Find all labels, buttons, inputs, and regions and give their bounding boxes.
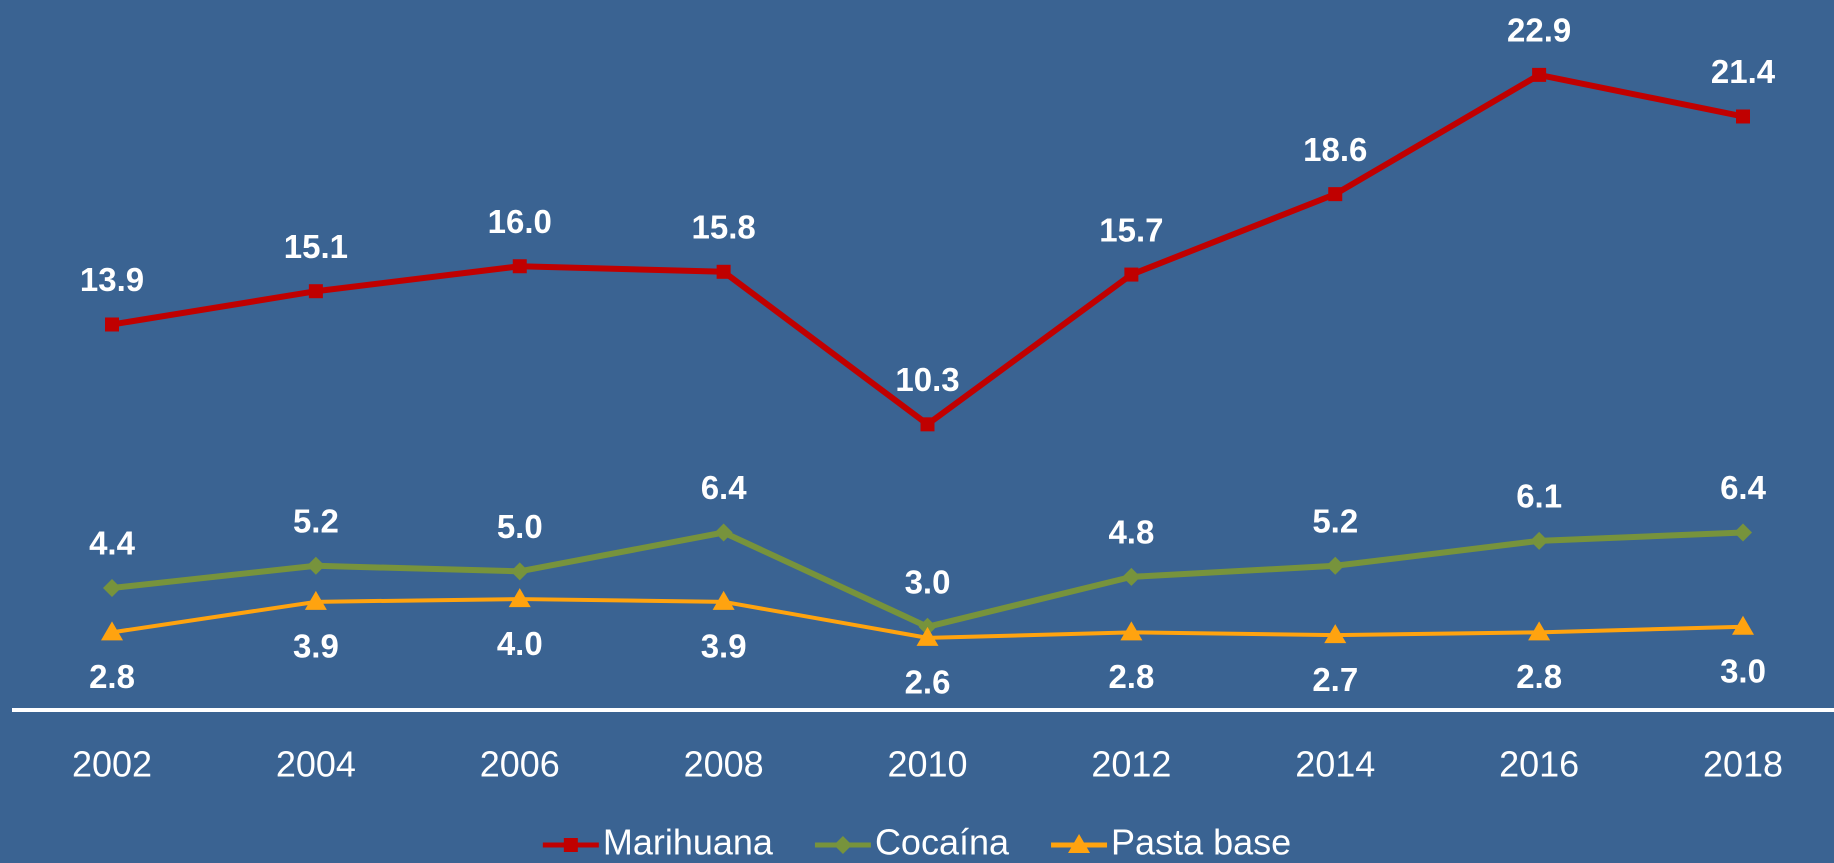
value-label: 15.1 [284,228,348,265]
x-tick-label: 2002 [72,744,152,785]
value-label: 4.8 [1108,514,1154,551]
marker [1120,621,1143,641]
value-label: 5.0 [497,508,543,545]
value-label: 2.8 [1516,658,1562,695]
value-label: 6.1 [1516,478,1562,515]
value-label: 2.8 [1108,658,1154,695]
marker [105,317,119,332]
value-label: 15.7 [1099,211,1163,248]
marker [1734,523,1752,542]
value-label: 6.4 [1720,469,1767,506]
marker [306,556,325,575]
x-tick-label: 2006 [480,744,560,785]
legend-label: Cocaína [875,822,1010,863]
x-tick-label: 2010 [887,744,967,785]
marker [716,264,731,279]
marker [510,562,529,581]
marker [308,284,323,299]
marker [712,590,735,610]
legend-marker [1068,834,1091,853]
marker [918,617,937,636]
value-label: 10.3 [895,361,959,398]
marker [1326,556,1345,575]
marker [1528,621,1551,641]
marker [508,588,531,608]
legend-marker [833,836,852,854]
value-label: 5.2 [1312,503,1358,540]
marker [916,626,939,646]
value-label: 3.9 [293,628,339,665]
marker [103,578,121,597]
x-tick-label: 2014 [1295,744,1375,785]
marker [1736,109,1750,124]
marker [1530,531,1549,550]
value-label: 6.4 [701,469,748,506]
legend-item: Pasta base [1051,822,1291,863]
legend-marker [563,838,578,852]
marker [1732,615,1754,635]
marker [512,259,527,274]
marker [1532,67,1547,82]
value-label: 21.4 [1711,53,1776,90]
value-label: 3.0 [1720,653,1766,690]
value-label: 2.8 [89,658,135,695]
value-label: 16.0 [488,203,552,240]
legend-item: Cocaína [814,822,1010,863]
value-label: 5.2 [293,503,339,540]
x-tick-label: 2018 [1703,744,1783,785]
value-label: 15.8 [692,209,756,246]
marker [101,621,123,641]
value-label: 2.7 [1312,661,1358,698]
marker [920,417,935,432]
x-tick-label: 2008 [684,744,764,785]
value-label: 3.9 [701,628,747,665]
legend-item: Marihuana [542,822,774,863]
marker [1324,624,1347,644]
value-label: 2.6 [905,664,951,701]
marker [1328,187,1343,202]
marker [1122,567,1141,586]
value-label: 22.9 [1507,12,1571,49]
x-tick-label: 2004 [276,744,356,785]
x-tick-label: 2012 [1091,744,1171,785]
marker [1124,267,1139,282]
legend-label: Pasta base [1111,822,1291,863]
value-label: 18.6 [1303,131,1367,168]
x-tick-label: 2016 [1499,744,1579,785]
marker [304,590,327,610]
value-label: 3.0 [905,564,951,601]
value-label: 4.4 [89,525,136,562]
legend-label: Marihuana [603,822,774,863]
marker [714,523,733,542]
value-label: 4.0 [497,625,543,662]
value-label: 13.9 [80,261,144,298]
